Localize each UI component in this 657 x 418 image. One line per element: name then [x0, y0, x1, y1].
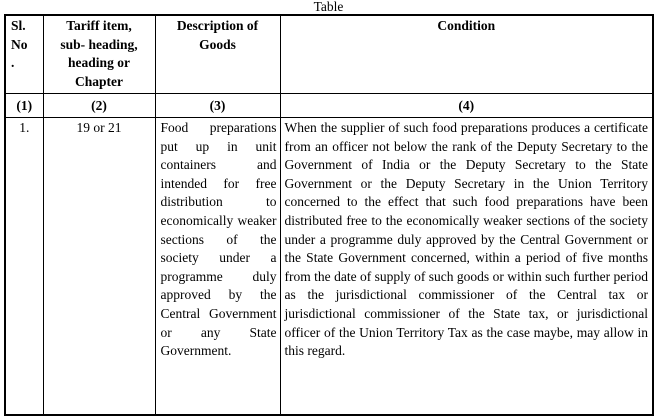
cell-tariff-item: 19 or 21: [42, 117, 156, 415]
column-number-3: (3): [154, 93, 281, 118]
header-description-of-goods: Description of Goods: [154, 14, 281, 94]
header-tariff-item: Tariff item, sub- heading, heading or Ch…: [42, 14, 156, 94]
header-condition: Condition: [279, 14, 654, 94]
header-sl-no: Sl. No .: [4, 14, 44, 94]
cell-condition: When the supplier of such food preparati…: [279, 117, 654, 415]
column-number-1: (1): [4, 93, 44, 118]
cell-sl-no: 1.: [4, 117, 44, 415]
table-row: 1. 19 or 21 Food preparations put up in …: [4, 117, 654, 415]
cell-description-of-goods: Food preparations put up in unit contain…: [154, 117, 281, 415]
tariff-conditions-table: Sl. No . Tariff item, sub- heading, head…: [4, 14, 654, 416]
column-number-row: (1) (2) (3) (4): [4, 93, 654, 118]
column-number-2: (2): [42, 93, 156, 118]
column-number-4: (4): [279, 93, 654, 118]
table-header-row: Sl. No . Tariff item, sub- heading, head…: [4, 14, 654, 94]
table-title: Table: [313, 0, 344, 14]
